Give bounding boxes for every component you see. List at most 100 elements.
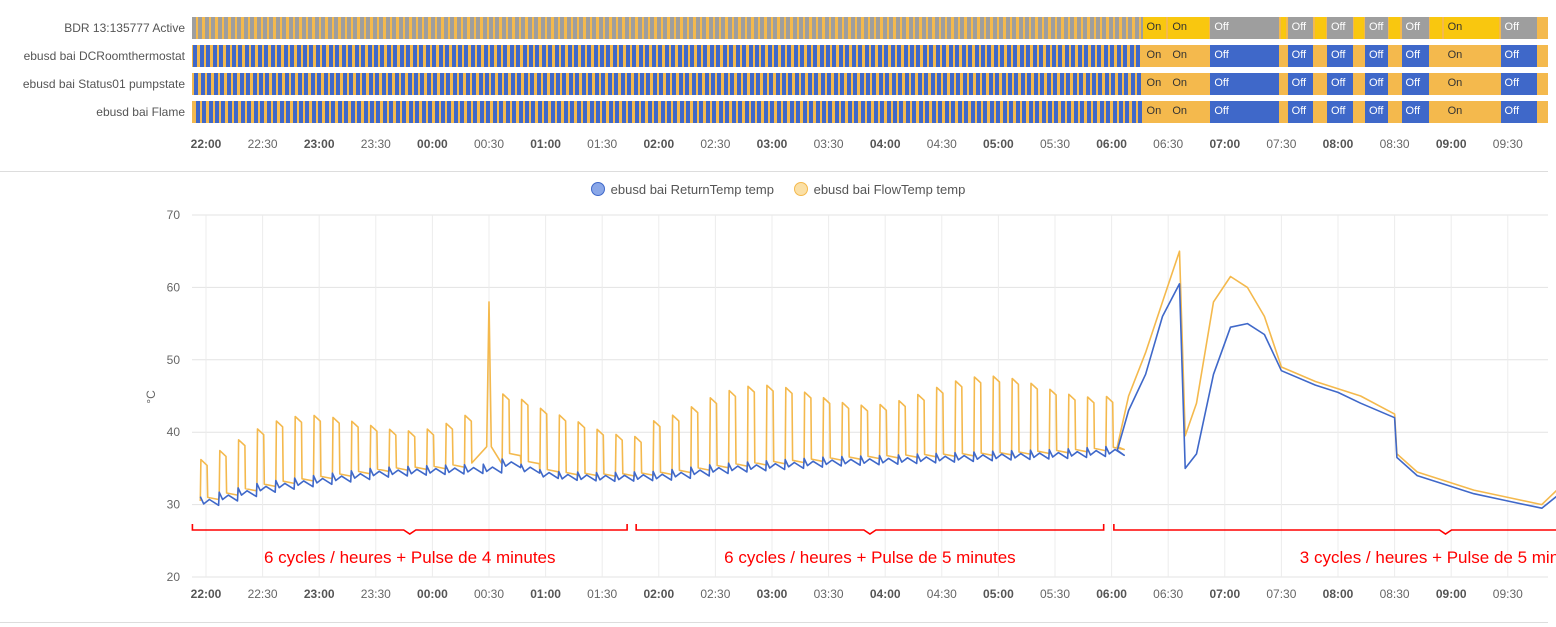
timeline-segment[interactable]: [891, 73, 896, 95]
timeline-segment[interactable]: [452, 73, 457, 95]
timeline-segment[interactable]: [496, 45, 501, 67]
timeline-segment[interactable]: [554, 45, 559, 67]
timeline-segment[interactable]: Off: [1500, 101, 1538, 123]
timeline-segment[interactable]: [1059, 73, 1064, 95]
timeline-segment[interactable]: [342, 73, 347, 95]
timeline-segment[interactable]: [334, 17, 339, 39]
timeline-segment[interactable]: [890, 45, 895, 67]
timeline-segment[interactable]: [614, 73, 619, 95]
timeline-segment[interactable]: [789, 101, 794, 123]
timeline-segment[interactable]: [399, 45, 404, 67]
timeline-segment[interactable]: [1067, 101, 1072, 123]
timeline-segment[interactable]: [712, 101, 717, 123]
timeline-segment[interactable]: [889, 17, 894, 39]
timeline-segment[interactable]: [964, 101, 969, 123]
timeline-segment[interactable]: [838, 45, 843, 67]
timeline-segment[interactable]: [909, 45, 914, 67]
timeline-segment[interactable]: [779, 17, 784, 39]
timeline-segment[interactable]: [999, 17, 1004, 39]
timeline-segment[interactable]: [1119, 101, 1124, 123]
timeline-segment[interactable]: [1039, 45, 1044, 67]
timeline-segment[interactable]: [322, 45, 327, 67]
timeline-segment[interactable]: [638, 45, 643, 67]
timeline-segment[interactable]: [824, 17, 829, 39]
timeline-segment[interactable]: [871, 45, 876, 67]
timeline-segment[interactable]: [534, 17, 539, 39]
timeline-segment[interactable]: [876, 17, 881, 39]
timeline-segment[interactable]: [665, 73, 670, 95]
timeline-segment[interactable]: [788, 73, 793, 95]
timeline-segment[interactable]: [882, 17, 887, 39]
timeline-segment[interactable]: [1116, 45, 1121, 67]
timeline-segment[interactable]: [271, 73, 276, 95]
timeline-segment[interactable]: [627, 73, 632, 95]
timeline-segment[interactable]: [286, 101, 291, 123]
timeline-segment[interactable]: [1009, 101, 1014, 123]
timeline-segment[interactable]: [944, 101, 949, 123]
timeline-segment[interactable]: [858, 45, 863, 67]
timeline-segment[interactable]: [407, 73, 412, 95]
legend-item-flow[interactable]: ebusd bai FlowTemp temp: [793, 182, 965, 197]
timeline-segment[interactable]: [905, 101, 910, 123]
timeline-segment[interactable]: [996, 101, 1001, 123]
timeline-segment[interactable]: [809, 101, 814, 123]
timeline-segment[interactable]: [957, 101, 962, 123]
timeline-segment[interactable]: [654, 101, 659, 123]
timeline-segment[interactable]: [633, 73, 638, 95]
timeline-segment[interactable]: [432, 45, 437, 67]
timeline-segment[interactable]: [292, 101, 297, 123]
timeline-segment[interactable]: [1134, 17, 1139, 39]
timeline-segment[interactable]: [703, 45, 708, 67]
timeline-segment[interactable]: [690, 45, 695, 67]
timeline-track[interactable]: On On Off Off Off Off Off On Off: [192, 73, 1548, 95]
timeline-segment[interactable]: [1354, 17, 1364, 39]
timeline-segment[interactable]: [354, 45, 359, 67]
timeline-segment[interactable]: [1060, 101, 1065, 123]
timeline-segment[interactable]: On: [1142, 45, 1166, 67]
timeline-segment[interactable]: [813, 45, 818, 67]
timeline-segment[interactable]: [492, 101, 497, 123]
timeline-segment[interactable]: [340, 17, 345, 39]
timeline-segment[interactable]: [1014, 73, 1019, 95]
timeline-segment[interactable]: [269, 17, 274, 39]
timeline-segment[interactable]: [388, 73, 393, 95]
timeline-segment[interactable]: [976, 101, 981, 123]
timeline-segment[interactable]: [256, 17, 261, 39]
timeline-segment[interactable]: [970, 101, 975, 123]
timeline-segment[interactable]: [995, 73, 1000, 95]
timeline-segment[interactable]: [904, 73, 909, 95]
timeline-segment[interactable]: [691, 73, 696, 95]
timeline-segment[interactable]: [537, 101, 542, 123]
timeline-segment[interactable]: [983, 101, 988, 123]
timeline-segment[interactable]: [749, 73, 754, 95]
timeline-segment[interactable]: [942, 45, 947, 67]
timeline-segment[interactable]: Off: [1326, 101, 1353, 123]
timeline-segment[interactable]: [1103, 45, 1108, 67]
timeline-segment[interactable]: [295, 17, 300, 39]
timeline-segment[interactable]: [465, 73, 470, 95]
timeline-segment[interactable]: [516, 45, 521, 67]
timeline-segment[interactable]: [979, 17, 984, 39]
timeline-segment[interactable]: [421, 101, 426, 123]
timeline-segment[interactable]: [1020, 73, 1025, 95]
timeline-segment[interactable]: [908, 17, 913, 39]
timeline-segment[interactable]: [548, 45, 553, 67]
timeline-segment[interactable]: [822, 101, 826, 123]
timeline-segment[interactable]: [1389, 17, 1401, 39]
timeline-track[interactable]: On On Off Off Off Off Off On Off: [192, 45, 1548, 67]
timeline-segment[interactable]: [834, 101, 839, 123]
timeline-segment[interactable]: [938, 101, 943, 123]
timeline-segment[interactable]: On: [1443, 101, 1500, 123]
timeline-segment[interactable]: [1430, 73, 1443, 95]
timeline-segment[interactable]: [826, 45, 831, 67]
timeline-segment[interactable]: [428, 101, 433, 123]
timeline-segment[interactable]: [479, 101, 484, 123]
timeline-segment[interactable]: [231, 45, 236, 67]
timeline-segment[interactable]: [696, 45, 701, 67]
timeline-segment[interactable]: [619, 45, 624, 67]
timeline-segment[interactable]: [664, 45, 669, 67]
timeline-segment[interactable]: [204, 17, 209, 39]
timeline-segment[interactable]: [198, 17, 203, 39]
timeline-segment[interactable]: [457, 45, 462, 67]
timeline-segment[interactable]: [1018, 17, 1023, 39]
